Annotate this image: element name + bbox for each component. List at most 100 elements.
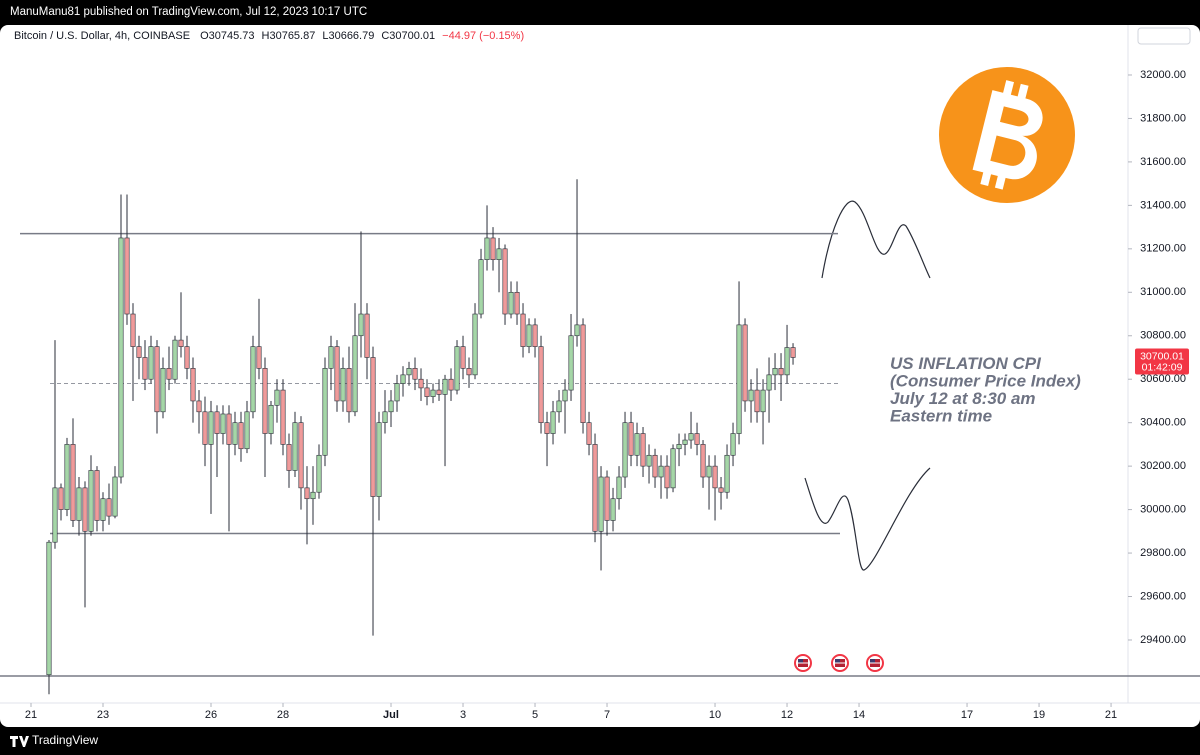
- candle-body: [136, 346, 142, 358]
- countdown-label: 01:42:09: [1142, 361, 1183, 373]
- candle-body: [58, 487, 64, 510]
- candle-body: [184, 346, 190, 369]
- ohlc-value: C30700.01: [381, 30, 435, 42]
- candle-body: [574, 324, 580, 337]
- candle-body: [700, 444, 706, 478]
- candle-body: [160, 368, 166, 413]
- candle-body: [544, 422, 550, 434]
- x-tick-label: 14: [853, 709, 865, 721]
- candle-body: [778, 368, 784, 376]
- candle-body: [784, 347, 790, 376]
- candle-body: [166, 368, 172, 380]
- candle-body: [178, 339, 184, 347]
- candle-body: [238, 422, 244, 450]
- candle-body: [688, 433, 694, 441]
- candle-body: [370, 357, 376, 497]
- candle-body: [358, 313, 364, 337]
- y-tick-label: 30600.00: [1140, 373, 1186, 385]
- candle-body: [502, 248, 508, 315]
- candle-body: [658, 465, 664, 478]
- y-tick-label: 30200.00: [1140, 460, 1186, 472]
- x-tick-label: Jul: [383, 709, 399, 721]
- x-tick-label: 12: [781, 709, 793, 721]
- candle-body: [88, 470, 94, 532]
- candle-body: [664, 465, 670, 489]
- candle-body: [670, 448, 676, 489]
- candle-body: [250, 346, 256, 413]
- candle-body: [742, 324, 748, 402]
- candle-body: [412, 368, 418, 380]
- ohlc-value: O30745.73: [200, 30, 254, 42]
- candle-body: [712, 465, 718, 489]
- candle-body: [448, 378, 454, 391]
- candle-body: [130, 313, 136, 347]
- candle-body: [196, 400, 202, 413]
- candle-body: [538, 346, 544, 423]
- candle-body: [310, 491, 316, 500]
- candle-body: [490, 237, 496, 260]
- y-tick-label: 30400.00: [1140, 417, 1186, 429]
- logo-icon: [10, 736, 29, 747]
- x-tick-label: 3: [460, 709, 466, 721]
- candle-body: [46, 541, 52, 676]
- candle-body: [430, 389, 436, 397]
- candle-body: [94, 470, 100, 521]
- candle-body: [604, 476, 610, 521]
- candle-body: [82, 487, 88, 532]
- candle-body: [454, 346, 460, 391]
- candle-body: [316, 454, 322, 493]
- candle-body: [532, 324, 538, 347]
- candle-body: [226, 413, 232, 445]
- toolbar-box[interactable]: [1137, 27, 1191, 45]
- x-tick-label: 5: [532, 709, 538, 721]
- candle-body: [220, 413, 226, 434]
- candle-body: [148, 346, 154, 380]
- publisher-line: ManuManu81 published on TradingView.com,…: [10, 6, 367, 18]
- y-tick-label: 29400.00: [1140, 634, 1186, 646]
- candle-body: [190, 368, 196, 402]
- x-tick-label: 17: [961, 709, 973, 721]
- annotation-line: US INFLATION CPI: [890, 354, 1042, 373]
- candle-body: [268, 404, 274, 434]
- candle-body: [400, 374, 406, 384]
- candle-body: [424, 387, 430, 397]
- candle-body: [406, 368, 412, 376]
- symbol: Bitcoin / U.S. Dollar, 4h, COINBASE: [14, 30, 190, 42]
- candle-body: [472, 313, 478, 376]
- footer-brand: TradingView: [32, 733, 98, 747]
- candle-body: [352, 335, 358, 413]
- candle-body: [478, 259, 484, 315]
- candle-body: [388, 400, 394, 413]
- candle-body: [592, 444, 598, 532]
- candle-body: [646, 454, 652, 467]
- candle-body: [616, 476, 622, 500]
- candle-body: [202, 411, 208, 445]
- candle-body: [76, 487, 82, 521]
- candle-body: [100, 498, 106, 521]
- candle-body: [550, 411, 556, 434]
- candle-body: [346, 368, 352, 413]
- candle-body: [622, 422, 628, 478]
- scenario-up-curve: [821, 200, 931, 279]
- event-flags[interactable]: [794, 654, 884, 672]
- y-tick-label: 30800.00: [1140, 330, 1186, 342]
- x-tick-label: 10: [709, 709, 721, 721]
- candle-body: [634, 433, 640, 456]
- candle-body: [436, 389, 442, 395]
- candle-body: [610, 498, 616, 521]
- candle-body: [322, 368, 328, 456]
- candle-body: [262, 368, 268, 434]
- candle-body: [328, 346, 334, 369]
- candle-body: [298, 422, 304, 489]
- x-tick-label: 7: [604, 709, 610, 721]
- x-tick-label: 21: [1105, 709, 1117, 721]
- candle-body: [280, 389, 286, 445]
- candle-body: [142, 357, 148, 380]
- annotation-line: (Consumer Price Index): [890, 372, 1081, 391]
- y-tick-label: 31400.00: [1140, 199, 1186, 211]
- candle-body: [154, 346, 160, 413]
- y-tick-label: 30000.00: [1140, 504, 1186, 516]
- candle-body: [124, 237, 130, 315]
- candle-body: [376, 422, 382, 497]
